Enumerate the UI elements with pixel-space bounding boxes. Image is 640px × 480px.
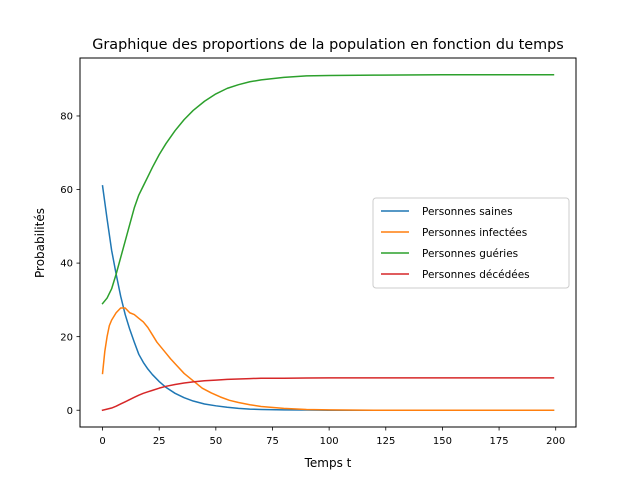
x-tick-label: 75	[266, 436, 279, 447]
x-tick-label: 100	[320, 436, 339, 447]
x-tick-label: 0	[99, 436, 105, 447]
series-lines	[101, 74, 555, 412]
legend-box	[372, 197, 570, 289]
y-axis-ticks: 0 20 40 60 80	[60, 112, 80, 417]
legend-items: Personnes saines Personnes infectées Perso…	[381, 206, 530, 281]
x-tick-label: 25	[153, 436, 166, 447]
y-tick-label: 20	[60, 332, 73, 343]
x-tick-label: 150	[433, 436, 452, 447]
y-tick-label: 0	[67, 406, 73, 417]
x-tick-label: 50	[209, 436, 222, 447]
y-axis-label: Probabilités	[33, 208, 47, 278]
y-tick-label: 60	[60, 185, 73, 196]
y-tick-label: 80	[60, 112, 73, 123]
legend: Personnes saines Personnes infectées Perso…	[372, 197, 570, 289]
chart-title: Graphique des proportions de la populati…	[92, 37, 564, 53]
series-line-3	[101, 377, 555, 412]
x-tick-label: 175	[490, 436, 509, 447]
legend-label-3: Personnes décédées	[422, 269, 530, 281]
x-axis-label: Temps t	[304, 456, 352, 470]
x-tick-label: 125	[376, 436, 395, 447]
y-tick-label: 40	[60, 259, 73, 270]
legend-label-1: Personnes infectées	[422, 227, 527, 239]
series-line-1	[101, 307, 555, 411]
x-axis-ticks: 0 25 50 75 100 125 150 175 200	[99, 427, 565, 447]
plot-frame	[79, 57, 577, 428]
series-line-2	[101, 74, 555, 305]
x-tick-label: 200	[546, 436, 565, 447]
legend-label-2: Personnes guéries	[422, 248, 518, 260]
legend-label-0: Personnes saines	[422, 206, 513, 218]
